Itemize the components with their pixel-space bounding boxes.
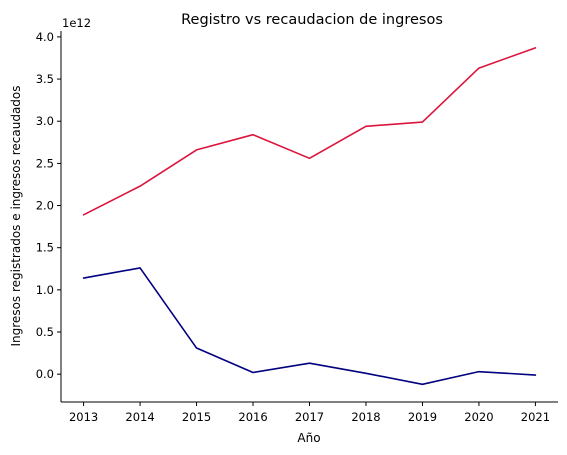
y-tick-label: 2.0 bbox=[36, 199, 54, 213]
x-tick-label: 2016 bbox=[238, 410, 267, 424]
x-tick-label: 2019 bbox=[408, 410, 437, 424]
x-tick-label: 2018 bbox=[351, 410, 380, 424]
x-tick-label: 2014 bbox=[125, 410, 154, 424]
series-line-1 bbox=[82, 47, 537, 216]
y-tick-label: 1.0 bbox=[36, 283, 54, 297]
y-tick-label: 3.5 bbox=[36, 72, 54, 86]
chart-title: Registro vs recaudacion de ingresos bbox=[181, 12, 443, 28]
x-tick-label: 2013 bbox=[69, 410, 98, 424]
x-axis-label: Año bbox=[297, 431, 320, 445]
y-axis-label: Ingresos registrados e ingresos recaudad… bbox=[9, 85, 23, 346]
x-tick-label: 2020 bbox=[464, 410, 493, 424]
series-line-2 bbox=[82, 267, 537, 386]
y-tick-label: 0.0 bbox=[36, 367, 54, 381]
y-tick-label: 1.5 bbox=[36, 241, 54, 255]
y-axis-ticks: 0.0 0.5 1.0 1.5 2.0 2.5 3.0 3.5 4.0 bbox=[36, 30, 61, 381]
series-layer bbox=[82, 47, 537, 386]
x-axis-ticks: 2013 2014 2015 2016 2017 2018 2019 2020 2021 bbox=[69, 402, 550, 424]
y-tick-label: 4.0 bbox=[36, 30, 54, 44]
x-tick-label: 2017 bbox=[295, 410, 324, 424]
y-tick-label: 2.5 bbox=[36, 156, 54, 170]
y-tick-label: 3.0 bbox=[36, 114, 54, 128]
y-tick-label: 0.5 bbox=[36, 325, 54, 339]
x-tick-label: 2015 bbox=[182, 410, 211, 424]
y-scale-label: 1e12 bbox=[62, 16, 91, 30]
x-tick-label: 2021 bbox=[521, 410, 550, 424]
